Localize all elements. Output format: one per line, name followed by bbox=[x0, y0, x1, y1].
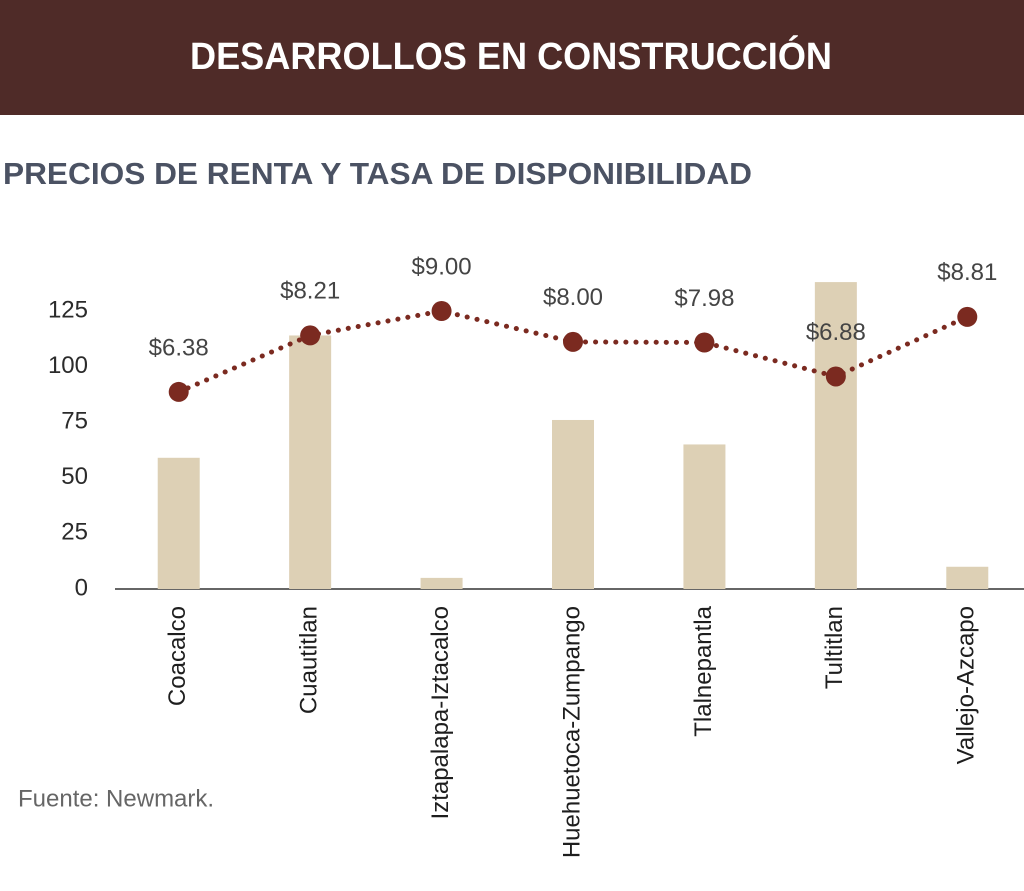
x-tick-label: Cuautitlan bbox=[295, 606, 322, 714]
x-tick-label: Tlalnepantla bbox=[690, 605, 717, 736]
source-note: Fuente: Newmark. bbox=[18, 785, 214, 812]
bar bbox=[289, 335, 332, 589]
bar bbox=[157, 457, 200, 589]
y-tick-label: 25 bbox=[61, 519, 88, 546]
data-label: $6.88 bbox=[806, 319, 866, 346]
chart-title: DESARROLLOS EN CONSTRUCCIÓN bbox=[190, 34, 832, 78]
x-tick-label: Coacalco bbox=[164, 606, 191, 706]
line-point bbox=[563, 331, 583, 352]
data-label: $9.00 bbox=[412, 253, 472, 280]
data-label: $8.21 bbox=[280, 278, 340, 305]
data-label: $7.98 bbox=[674, 285, 734, 312]
bar bbox=[946, 566, 989, 589]
y-tick-label: 100 bbox=[48, 352, 88, 379]
data-label: $8.00 bbox=[543, 284, 603, 311]
y-tick-label: 0 bbox=[75, 574, 88, 601]
bar bbox=[683, 444, 726, 589]
x-tick-label: Huehuetoca-Zumpango bbox=[558, 606, 585, 858]
line-point bbox=[957, 306, 978, 327]
y-tick-label: 50 bbox=[61, 463, 88, 490]
line-point bbox=[300, 325, 321, 346]
y-tick-label: 75 bbox=[61, 408, 88, 435]
line-point bbox=[168, 381, 189, 402]
bar bbox=[552, 419, 594, 589]
chart-subtitle: PRECIOS DE RENTA Y TASA DE DISPONIBILIDA… bbox=[3, 156, 752, 191]
x-tick-label: Tultitlan bbox=[821, 606, 848, 689]
bar bbox=[420, 577, 463, 589]
x-tick-label: Iztapalapa-Iztacalco bbox=[427, 606, 454, 819]
bar bbox=[814, 282, 857, 589]
x-tick-label: Vallejo-Azcapo bbox=[953, 606, 980, 764]
y-tick-label: 125 bbox=[48, 296, 88, 323]
data-label: $6.38 bbox=[149, 334, 209, 361]
header-band bbox=[0, 0, 1024, 115]
line-point bbox=[431, 301, 452, 321]
line-point bbox=[825, 366, 846, 387]
data-label: $8.81 bbox=[937, 259, 997, 286]
line-point bbox=[694, 332, 715, 353]
